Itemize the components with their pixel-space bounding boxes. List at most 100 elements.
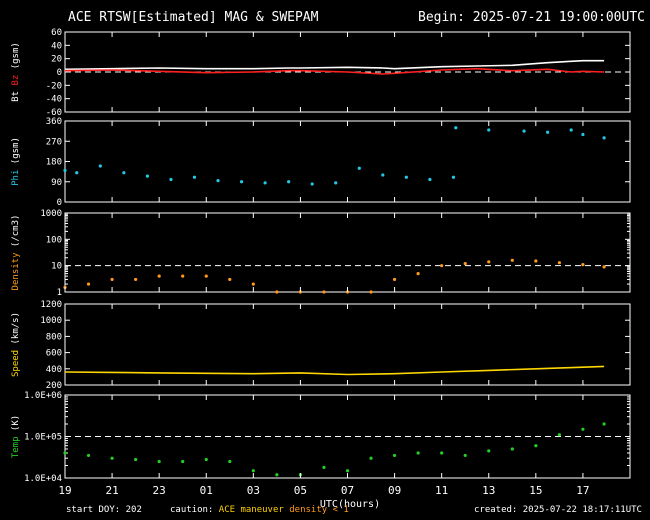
panel-frame: [64, 120, 631, 203]
x-tick-label: 19: [58, 484, 71, 497]
y-tick-label: -20: [46, 81, 62, 91]
data-point-phi: [192, 175, 197, 179]
y-axis-label: Phi (gsm): [11, 137, 21, 186]
data-point-phi: [581, 132, 585, 137]
x-tick-label: 07: [341, 484, 354, 497]
data-point-phi: [75, 171, 79, 175]
data-point-phi: [122, 171, 126, 175]
data-point-phi: [451, 175, 456, 179]
series-line-bt: [64, 59, 605, 71]
y-axis-label-part: (/cm3): [11, 215, 21, 253]
data-point-temp: [204, 457, 208, 462]
y-tick-label: 360: [46, 117, 62, 127]
data-point-density: [110, 277, 114, 282]
x-tick-label: 13: [482, 484, 495, 497]
data-point-temp: [63, 451, 67, 455]
data-point-density: [392, 277, 397, 282]
data-point-phi: [428, 177, 432, 182]
data-point-phi: [602, 136, 606, 140]
data-point-temp: [86, 453, 91, 458]
y-axis-label-part: (gsm): [11, 42, 21, 75]
y-tick-label: -60: [46, 108, 62, 118]
data-point-phi: [216, 179, 220, 183]
series-line-bz: [64, 67, 605, 75]
y-axis-label-part: Bt: [11, 91, 21, 102]
y-axis-label-part: Bz: [11, 75, 21, 91]
y-tick-label: 1000: [40, 316, 62, 326]
y-axis-label-part: Density: [11, 252, 21, 291]
data-point-temp: [275, 473, 279, 477]
y-tick-label: 1.0E+05: [24, 433, 62, 443]
y-tick-label: 10: [51, 262, 62, 272]
data-point-phi: [546, 130, 550, 134]
chart-title: ACE RTSW[Estimated] MAG & SWEPAM: [68, 10, 319, 25]
data-point-phi: [169, 177, 173, 182]
series-line-speed: [64, 365, 605, 376]
data-point-density: [204, 274, 208, 278]
data-point-temp: [345, 469, 350, 473]
y-tick-label: 800: [46, 332, 62, 342]
y-tick-label: 1: [57, 288, 62, 298]
data-point-temp: [251, 469, 255, 473]
x-tick-label: 17: [576, 484, 589, 497]
y-tick-label: 600: [46, 349, 62, 359]
data-point-temp: [581, 427, 585, 431]
y-tick-label: 100: [46, 235, 62, 245]
data-point-temp: [463, 453, 467, 458]
y-tick-label: 200: [46, 381, 62, 391]
data-point-temp: [181, 459, 185, 464]
y-axis-label: Density (/cm3): [11, 215, 21, 291]
data-point-temp: [416, 451, 420, 455]
data-point-density: [157, 274, 161, 278]
data-point-temp: [157, 459, 161, 464]
data-point-phi: [381, 173, 385, 177]
data-point-density: [369, 290, 373, 294]
data-point-phi: [357, 166, 361, 170]
x-tick-label: 01: [200, 484, 213, 497]
data-point-phi: [98, 164, 102, 168]
x-tick-label: 11: [435, 484, 448, 497]
data-point-density: [322, 290, 326, 294]
start-doy: start DOY: 202: [66, 505, 142, 515]
data-point-density: [251, 282, 255, 286]
x-axis-label: UTC(hours): [320, 499, 380, 510]
begin-time: Begin: 2025-07-21 19:00:00UTC: [418, 10, 645, 25]
data-point-phi: [145, 174, 149, 178]
data-point-temp: [557, 433, 561, 437]
y-axis-label: Temp (K): [11, 415, 21, 458]
caution-note: caution: ACE maneuver density < 1: [170, 505, 349, 515]
data-point-temp: [392, 453, 397, 458]
data-point-phi: [454, 126, 458, 130]
data-point-temp: [602, 422, 606, 426]
data-point-density: [534, 259, 538, 263]
data-point-phi: [569, 128, 573, 132]
caution-label: caution:: [170, 505, 214, 515]
data-point-density: [275, 290, 279, 294]
x-tick-label: 15: [529, 484, 542, 497]
y-tick-label: -40: [46, 95, 62, 105]
y-tick-label: 0: [57, 198, 62, 208]
data-point-density: [463, 261, 467, 266]
y-tick-label: 1200: [40, 300, 62, 310]
y-tick-label: 90: [51, 178, 62, 188]
data-point-density: [487, 260, 491, 264]
y-tick-label: 20: [51, 55, 62, 65]
x-tick-label: 23: [153, 484, 166, 497]
x-tick-label: 03: [247, 484, 260, 497]
data-point-density: [86, 282, 91, 286]
y-axis-label: Bt Bz (gsm): [11, 42, 21, 102]
y-tick-label: 0: [57, 68, 62, 78]
y-tick-label: 40: [51, 41, 62, 51]
created-time: created: 2025-07-22 18:17:11UTC: [474, 505, 642, 515]
data-point-temp: [369, 456, 373, 460]
y-axis-label-part: Speed: [11, 350, 21, 377]
y-axis-label: Speed (km/s): [11, 312, 21, 377]
data-point-density: [557, 261, 561, 265]
panel-frame: [64, 212, 631, 293]
data-point-phi: [404, 175, 408, 179]
y-axis-label-part: (gsm): [11, 137, 21, 170]
y-tick-label: 1.0E+04: [24, 474, 62, 484]
data-point-phi: [239, 180, 244, 184]
y-tick-label: 400: [46, 365, 62, 375]
